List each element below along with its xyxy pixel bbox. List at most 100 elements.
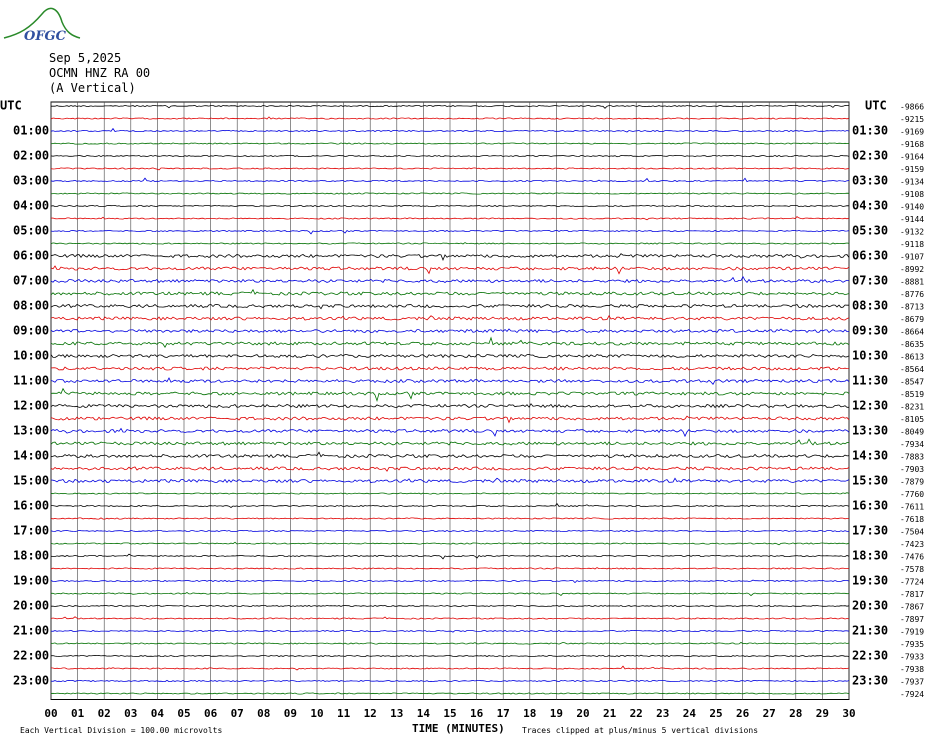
- right-time-label: 02:30: [852, 149, 888, 163]
- right-time-label: 05:30: [852, 224, 888, 238]
- trace: [50, 477, 850, 484]
- trace: [50, 451, 850, 459]
- trace: [51, 104, 850, 109]
- offset-label: -7883: [900, 453, 924, 462]
- trace: [51, 503, 850, 508]
- x-tick-label: 03: [124, 707, 137, 720]
- x-tick-label: 07: [231, 707, 244, 720]
- offset-label: -7924: [900, 690, 924, 699]
- trace: [50, 567, 850, 570]
- trace: [50, 328, 849, 334]
- x-tick-label: 17: [497, 707, 510, 720]
- trace: [50, 679, 850, 683]
- right-time-label: 11:30: [852, 374, 888, 388]
- trace: [50, 303, 849, 310]
- trace: [50, 275, 850, 284]
- offset-label: -9866: [900, 103, 924, 112]
- offset-label: -9107: [900, 253, 924, 262]
- station: OCMN HNZ RA 00: [49, 66, 150, 80]
- trace: [50, 288, 850, 296]
- offset-label: -7879: [900, 478, 924, 487]
- x-tick-label: 09: [284, 707, 297, 720]
- offset-label: -8679: [900, 315, 924, 324]
- logo: OFGC: [3, 7, 81, 44]
- right-time-label: 13:30: [852, 424, 888, 438]
- x-tick-label: 22: [630, 707, 643, 720]
- offset-label: -9132: [900, 228, 924, 237]
- offset-label: -8664: [900, 328, 924, 337]
- trace: [50, 529, 850, 533]
- x-tick-label: 19: [550, 707, 563, 720]
- offset-label: -7934: [900, 440, 924, 449]
- offset-label: -7578: [900, 565, 924, 574]
- left-time-label: 12:00: [13, 399, 49, 413]
- left-time-label: 21:00: [13, 624, 49, 638]
- trace: [50, 654, 850, 658]
- x-tick-label: 00: [44, 707, 57, 720]
- x-tick-label: 02: [98, 707, 111, 720]
- x-tick-label: 23: [656, 707, 669, 720]
- offset-label: -9118: [900, 240, 924, 249]
- right-time-label: 17:30: [852, 524, 888, 538]
- offset-label: -8635: [900, 340, 924, 349]
- offset-label: -7933: [900, 653, 924, 662]
- right-time-label: 18:30: [852, 549, 888, 563]
- left-time-label: 15:00: [13, 474, 49, 488]
- trace: [50, 204, 850, 208]
- offset-label: -7867: [900, 603, 924, 612]
- left-time-label: 02:00: [13, 149, 49, 163]
- x-tick-label: 05: [177, 707, 190, 720]
- right-time-label: 21:30: [852, 624, 888, 638]
- trace: [50, 415, 850, 424]
- x-tick-label: 04: [151, 707, 165, 720]
- left-time-label: 04:00: [13, 199, 49, 213]
- trace: [50, 127, 850, 133]
- trace: [50, 154, 850, 158]
- x-tick-label: 25: [709, 707, 722, 720]
- x-tick-label: 16: [470, 707, 484, 720]
- right-time-label: 22:30: [852, 649, 888, 663]
- offset-label: -7423: [900, 540, 924, 549]
- logo-text: OFGC: [24, 29, 67, 44]
- x-tick-label: 14: [417, 707, 431, 720]
- offset-label: -7760: [900, 490, 924, 499]
- x-tick-label: 13: [390, 707, 403, 720]
- left-time-label: 14:00: [13, 449, 49, 463]
- trace: [50, 387, 850, 403]
- left-time-label: 03:00: [13, 174, 49, 188]
- trace: [50, 604, 850, 608]
- offset-label: -8519: [900, 390, 924, 399]
- trace: [50, 665, 850, 671]
- trace: [50, 253, 850, 261]
- left-time-label: 07:00: [13, 274, 49, 288]
- offset-label: -7504: [900, 528, 924, 537]
- right-time-label: UTC: [865, 99, 887, 113]
- trace: [50, 692, 850, 695]
- footer-left: Each Vertical Division = 100.00 microvol…: [20, 726, 222, 735]
- right-time-label: 09:30: [852, 324, 888, 338]
- right-time-label: 19:30: [852, 574, 888, 588]
- trace: [50, 541, 850, 546]
- trace: [50, 142, 850, 145]
- trace: [50, 229, 850, 235]
- x-tick-label: 11: [337, 707, 351, 720]
- offset-label: -8881: [900, 278, 924, 287]
- offset-label: -9215: [900, 115, 924, 124]
- right-time-label: 03:30: [852, 174, 888, 188]
- offset-label: -7919: [900, 628, 924, 637]
- offset-label: -7611: [900, 503, 924, 512]
- offset-label: -9168: [900, 140, 924, 149]
- offset-label: -9134: [900, 178, 924, 187]
- left-time-label: 09:00: [13, 324, 49, 338]
- date: Sep 5,2025: [49, 51, 121, 65]
- right-time-label: 23:30: [852, 674, 888, 688]
- trace: [50, 216, 850, 221]
- offset-label: -7938: [900, 665, 924, 674]
- trace: [51, 592, 850, 597]
- offset-label: -7817: [900, 590, 924, 599]
- x-tick-label: 08: [257, 707, 270, 720]
- left-time-label: 19:00: [13, 574, 49, 588]
- offset-label: -9108: [900, 190, 924, 199]
- trace: [50, 353, 850, 359]
